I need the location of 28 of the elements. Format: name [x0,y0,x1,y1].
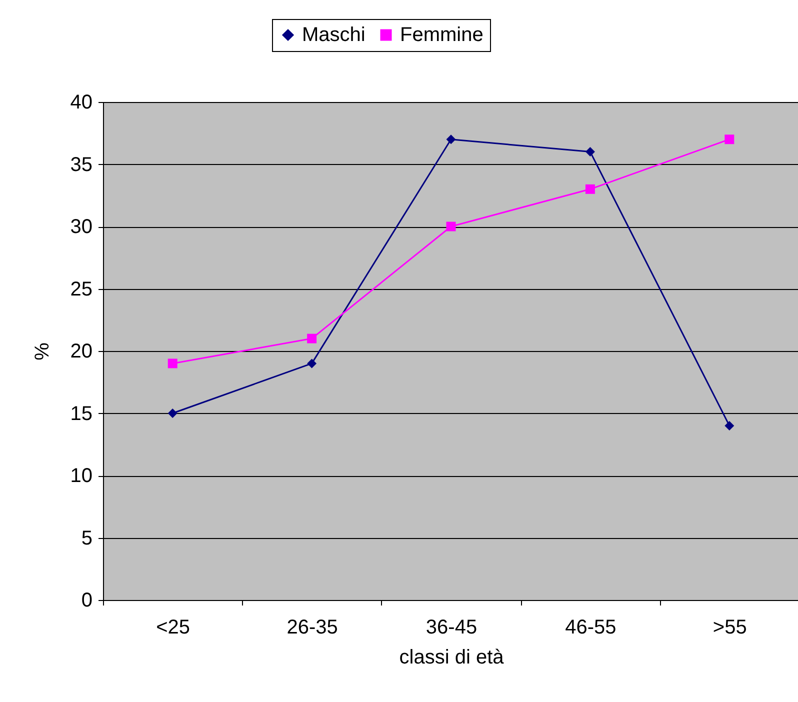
legend-label: Femmine [400,24,484,46]
point [307,358,317,368]
point [724,420,734,430]
y-tick-label: 30 [70,216,92,238]
legend-label: Maschi [302,24,366,46]
y-axis-title: % [31,342,54,360]
point [724,134,734,144]
x-axis-title: classi di età [399,646,505,668]
point [446,134,456,144]
point [446,222,456,232]
x-tick-label: 36-45 [426,616,478,638]
x-tick-label: 26-35 [286,616,338,638]
point [307,334,317,344]
point [585,147,595,157]
y-tick-label: 5 [81,527,92,550]
y-tick-label: 40 [70,92,92,114]
point [168,358,178,368]
x-tick-label: <25 [156,616,190,638]
y-tick-label: 25 [70,278,92,300]
y-tick-label: 35 [70,154,92,176]
x-tick-label: 46-55 [565,616,616,638]
y-tick-label: 10 [70,465,92,487]
point [168,408,178,418]
x-tick-label: >55 [712,616,747,638]
y-tick-label: 0 [81,590,92,612]
y-tick-label: 15 [70,402,92,425]
point [585,184,595,194]
y-tick-label: 20 [70,340,92,362]
